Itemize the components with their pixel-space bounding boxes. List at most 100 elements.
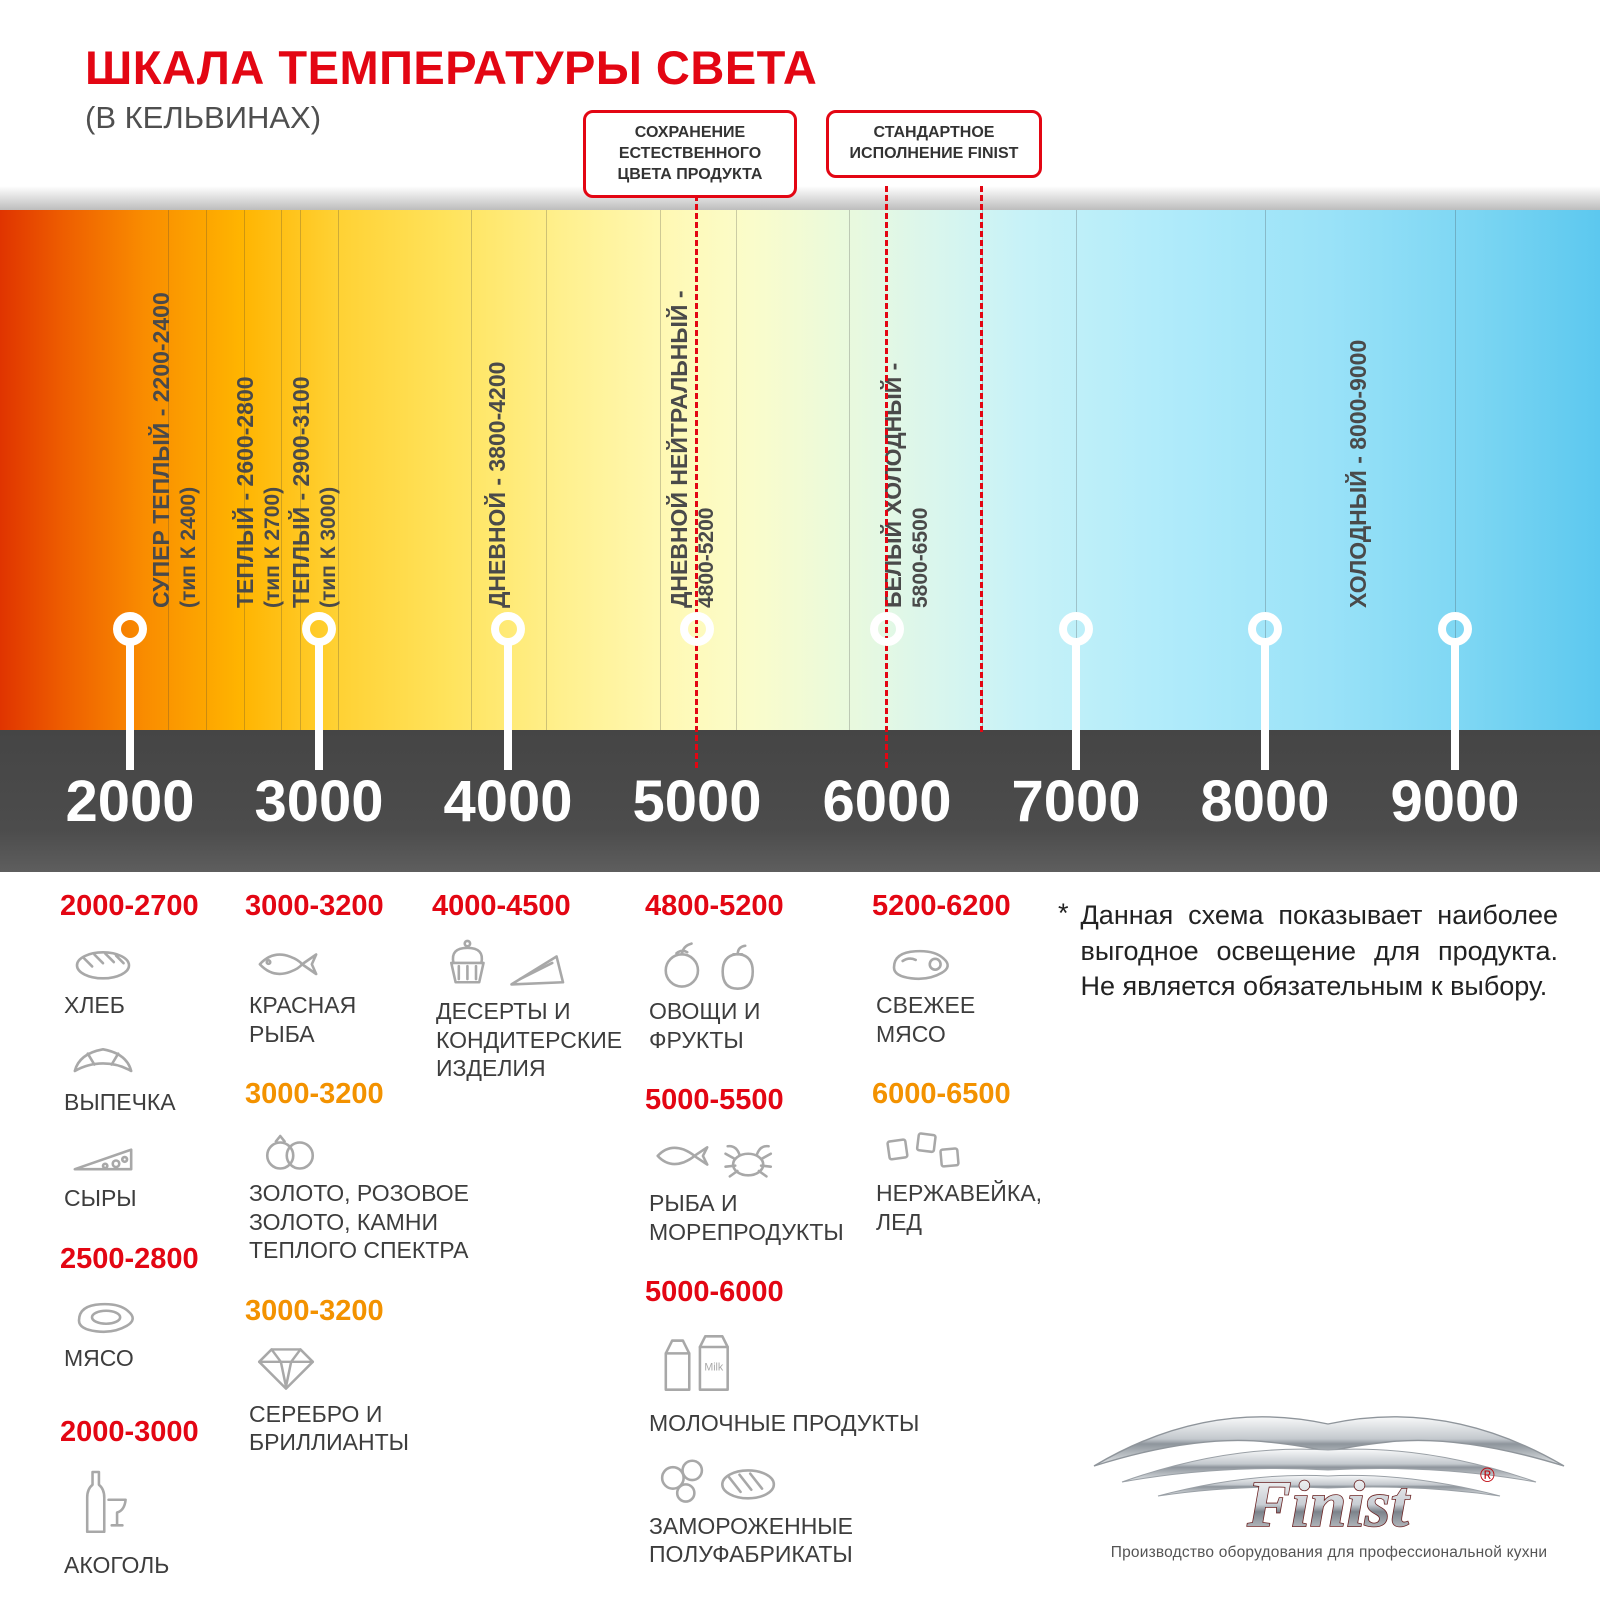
gridline bbox=[338, 210, 339, 730]
gridline bbox=[206, 210, 207, 730]
gridline bbox=[1265, 210, 1266, 730]
guide-line-5000 bbox=[695, 186, 698, 768]
tick-stem-9000 bbox=[1451, 644, 1459, 770]
product-label: АКОГОЛЬ bbox=[64, 1552, 170, 1579]
axis-value: 4000 bbox=[443, 769, 573, 834]
band-top-shadow bbox=[0, 186, 1600, 210]
meat-icon bbox=[77, 1302, 134, 1333]
legend-column-1: 2000-2700 ХЛЕБ ВЫПЕЧКА СЫРЫ 2500-2800 МЯ… bbox=[60, 890, 238, 1580]
axis-value: 9000 bbox=[1390, 769, 1520, 834]
gridline bbox=[168, 210, 169, 730]
temperature-range: 6000-6500 bbox=[872, 1078, 1011, 1111]
gridline bbox=[1076, 210, 1077, 730]
guide-line-6000 bbox=[885, 186, 888, 768]
gridline bbox=[244, 210, 245, 730]
footnote-mark: * bbox=[1058, 898, 1069, 928]
tick-stem-4000 bbox=[504, 644, 512, 770]
band-label-text: ТЕПЛЫЙ - 2600-2800 bbox=[232, 376, 258, 608]
band-label-text: ТЕПЛЫЙ - 2900-3100 bbox=[288, 376, 314, 608]
gridline bbox=[1455, 210, 1456, 730]
product-label: КРАСНАЯ РЫБА bbox=[249, 992, 357, 1047]
diamond-icon bbox=[257, 1347, 315, 1390]
brand-caption: Производство оборудования для профессион… bbox=[1110, 1544, 1548, 1561]
band-label-daylight-neutral: ДНЕВНОЙ НЕЙТРАЛЬНЫЙ - 4800-5200 bbox=[666, 291, 720, 609]
band-label-cold: ХОЛОДНЫЙ - 8000-9000 bbox=[1345, 340, 1372, 608]
temperature-range: 3000-3200 bbox=[245, 1078, 384, 1111]
frozen-icon bbox=[660, 1459, 776, 1503]
tick-marker-8000 bbox=[1248, 612, 1282, 646]
product-label: ВЫПЕЧКА bbox=[64, 1088, 176, 1115]
tick-marker-2000 bbox=[113, 612, 147, 646]
product-label: ХЛЕБ bbox=[64, 992, 125, 1018]
axis-value: 2000 bbox=[65, 769, 195, 834]
band-label-text: ДНЕВНОЙ - 3800-4200 bbox=[484, 361, 510, 608]
gridline bbox=[471, 210, 472, 730]
gridline bbox=[849, 210, 850, 730]
temperature-range: 4000-4500 bbox=[432, 890, 571, 922]
product-label: ЗОЛОТО, РОЗОВОЕ ЗОЛОТО, КАМНИ ТЕПЛОГО СП… bbox=[249, 1180, 469, 1264]
footnote: * Данная схема показывает наиболее выгод… bbox=[1058, 898, 1558, 1005]
temperature-range: 3000-3200 bbox=[245, 1294, 384, 1327]
axis-value: 5000 bbox=[632, 769, 762, 834]
ice-icon bbox=[886, 1132, 960, 1168]
product-label: СВЕЖЕЕ МЯСО bbox=[876, 992, 976, 1047]
legend-column-4: 4800-5200 ОВОЩИ И ФРУКТЫ 5000-5500 РЫБА … bbox=[645, 890, 920, 1569]
axis-value: 6000 bbox=[822, 769, 952, 834]
band-label-text: ХОЛОДНЫЙ - 8000-9000 bbox=[1345, 339, 1371, 608]
band-label-text: СУПЕР ТЕПЛЫЙ - 2200-2400 bbox=[148, 292, 174, 608]
product-label: НЕРЖАВЕЙКА, ЛЕД bbox=[876, 1180, 1042, 1235]
tick-stem-3000 bbox=[315, 644, 323, 770]
temperature-range: 2000-2700 bbox=[60, 890, 199, 922]
kelvin-axis-bar bbox=[0, 730, 1600, 872]
guide-line-6500 bbox=[980, 186, 983, 732]
gold-rings-icon bbox=[265, 1134, 315, 1170]
band-label-cold-white: БЕЛЫЙ ХОЛОДНЫЙ - 5800-6500 bbox=[880, 363, 934, 608]
footnote-text: Данная схема показывает наиболее выгодно… bbox=[1080, 900, 1558, 1002]
product-label: МОЛОЧНЫЕ ПРОДУКТЫ bbox=[649, 1410, 920, 1437]
milk-carton-text: Milk bbox=[704, 1362, 724, 1374]
tick-stem-7000 bbox=[1072, 644, 1080, 770]
vegetables-icon bbox=[664, 942, 755, 990]
axis-value: 7000 bbox=[1011, 769, 1141, 834]
band-label-text: ДНЕВНОЙ НЕЙТРАЛЬНЫЙ - bbox=[666, 290, 692, 609]
temperature-range: 4800-5200 bbox=[645, 890, 784, 922]
page-title: ШКАЛА ТЕМПЕРАТУРЫ СВЕТА bbox=[85, 41, 818, 94]
gridline bbox=[660, 210, 661, 730]
product-label: СЫРЫ bbox=[64, 1185, 137, 1212]
callout-finist-standard: СТАНДАРТНОЕ ИСПОЛНЕНИЕ FINIST bbox=[826, 110, 1042, 178]
wings-graphic: Finist ® bbox=[1093, 1416, 1565, 1542]
page-subtitle: (В КЕЛЬВИНАХ) bbox=[85, 100, 322, 135]
band-label-warm-3000: ТЕПЛЫЙ - 2900-3100 (тип К 3000) bbox=[288, 376, 342, 608]
product-label: ОВОЩИ И ФРУКТЫ bbox=[649, 998, 761, 1053]
dairy-icon: Milk bbox=[664, 1335, 729, 1392]
product-label: СЕРЕБРО И БРИЛЛИАНТЫ bbox=[249, 1400, 410, 1456]
registered-mark: ® bbox=[1480, 1465, 1495, 1487]
gridline bbox=[546, 210, 547, 730]
tick-stem-8000 bbox=[1261, 644, 1269, 770]
brand-name: Finist bbox=[1246, 1468, 1410, 1541]
temperature-range: 3000-3200 bbox=[245, 890, 384, 922]
tick-marker-6000 bbox=[870, 612, 904, 646]
tick-marker-4000 bbox=[491, 612, 525, 646]
axis-value: 3000 bbox=[254, 769, 384, 834]
band-label-warm-2700: ТЕПЛЫЙ - 2600-2800 (тип К 2700) bbox=[232, 376, 286, 608]
band-label-sub: 5800-6500 bbox=[909, 507, 932, 608]
bread-icon bbox=[75, 951, 131, 980]
band-label-sub: (тип К 2400) bbox=[177, 486, 200, 608]
tick-stem-2000 bbox=[126, 644, 134, 770]
alcohol-icon bbox=[85, 1470, 127, 1534]
band-label-sub: (тип К 2700) bbox=[261, 486, 284, 608]
legend-column-2: 3000-3200 КРАСНАЯ РЫБА 3000-3200 ЗОЛОТО,… bbox=[245, 890, 495, 1457]
seafood-icon bbox=[656, 1144, 773, 1178]
callout-natural-color: СОХРАНЕНИЕ ЕСТЕСТВЕННОГО ЦВЕТА ПРОДУКТА bbox=[583, 110, 797, 199]
gridline bbox=[300, 210, 301, 730]
tick-marker-5000 bbox=[680, 612, 714, 646]
legend-column-5: 5200-6200 СВЕЖЕЕ МЯСО 6000-6500 НЕРЖАВЕЙ… bbox=[872, 890, 1072, 1236]
product-label: ЗАМОРОЖЕННЫЕ ПОЛУФАБРИКАТЫ bbox=[649, 1512, 854, 1568]
gridline bbox=[281, 210, 282, 730]
dessert-icon bbox=[450, 939, 565, 986]
color-temperature-gradient bbox=[0, 210, 1600, 730]
temperature-range: 5000-6000 bbox=[645, 1276, 784, 1309]
temperature-range: 2000-3000 bbox=[60, 1416, 199, 1449]
